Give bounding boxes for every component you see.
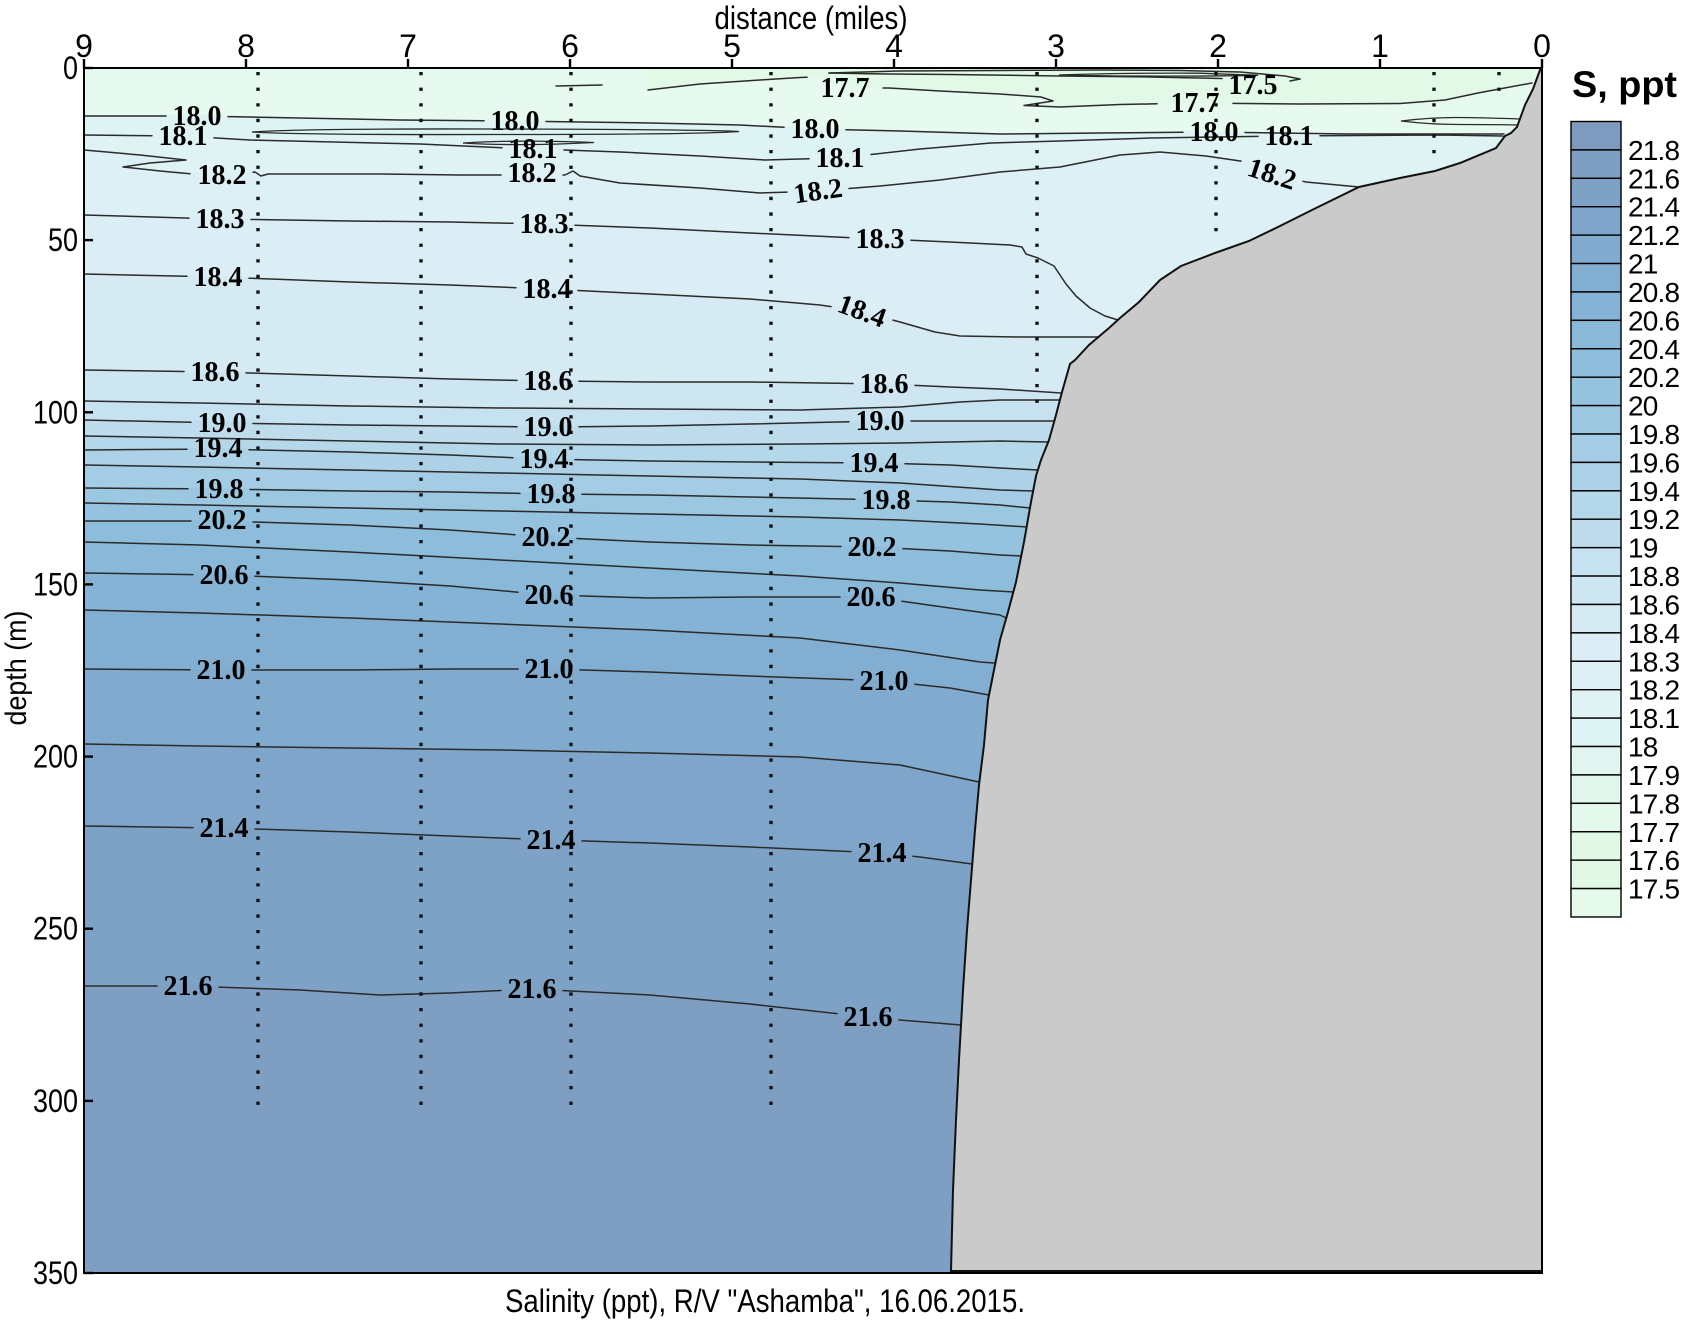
svg-text:18.1: 18.1 <box>1628 703 1680 734</box>
svg-text:20.4: 20.4 <box>1628 334 1680 365</box>
svg-text:9: 9 <box>75 28 93 64</box>
svg-text:200: 200 <box>33 739 78 775</box>
svg-text:0: 0 <box>63 50 78 86</box>
svg-text:20.2: 20.2 <box>848 532 897 563</box>
svg-text:18.4: 18.4 <box>1628 618 1680 649</box>
svg-text:S, ppt: S, ppt <box>1572 64 1677 105</box>
svg-text:2: 2 <box>1209 28 1227 64</box>
svg-text:18.1: 18.1 <box>159 121 208 152</box>
svg-text:21.4: 21.4 <box>527 825 576 856</box>
svg-text:21.0: 21.0 <box>860 666 909 697</box>
svg-text:19.0: 19.0 <box>198 408 247 439</box>
svg-text:18: 18 <box>1628 732 1658 763</box>
svg-text:18.0: 18.0 <box>791 114 840 145</box>
svg-text:21.0: 21.0 <box>525 654 574 685</box>
svg-text:20: 20 <box>1628 391 1658 422</box>
svg-text:19.0: 19.0 <box>524 412 573 443</box>
svg-text:17.6: 17.6 <box>1628 845 1680 876</box>
svg-text:21.2: 21.2 <box>1628 220 1680 251</box>
svg-text:350: 350 <box>33 1255 78 1291</box>
svg-text:19.8: 19.8 <box>527 479 576 510</box>
svg-text:4: 4 <box>885 28 903 64</box>
svg-text:18.0: 18.0 <box>491 106 540 137</box>
svg-text:18.0: 18.0 <box>1190 117 1239 148</box>
svg-text:20.6: 20.6 <box>525 580 574 611</box>
svg-text:8: 8 <box>237 28 255 64</box>
svg-text:18.1: 18.1 <box>1265 121 1314 152</box>
svg-text:18.2: 18.2 <box>508 158 557 189</box>
svg-text:18.4: 18.4 <box>523 274 572 305</box>
svg-text:17.7: 17.7 <box>1171 88 1220 119</box>
svg-text:19.4: 19.4 <box>194 433 243 464</box>
svg-text:18.1: 18.1 <box>509 134 558 165</box>
svg-text:Salinity (ppt), R/V "Ashamba",: Salinity (ppt), R/V "Ashamba", 16.06.201… <box>505 1283 1025 1319</box>
svg-text:20.2: 20.2 <box>1628 362 1680 393</box>
svg-text:21.6: 21.6 <box>508 974 557 1005</box>
svg-text:distance (miles): distance (miles) <box>715 0 908 36</box>
svg-text:19.6: 19.6 <box>1628 447 1680 478</box>
svg-text:6: 6 <box>561 28 579 64</box>
svg-text:18.3: 18.3 <box>520 209 569 240</box>
svg-text:20.8: 20.8 <box>1628 277 1680 308</box>
svg-text:19.2: 19.2 <box>1628 504 1680 535</box>
svg-text:7: 7 <box>399 28 417 64</box>
svg-text:depth (m): depth (m) <box>0 611 33 726</box>
svg-text:19.8: 19.8 <box>862 485 911 516</box>
svg-text:18.2: 18.2 <box>792 173 845 211</box>
svg-text:18.6: 18.6 <box>191 357 240 388</box>
svg-text:19: 19 <box>1628 533 1658 564</box>
svg-text:0: 0 <box>1533 28 1551 64</box>
svg-text:19.8: 19.8 <box>195 474 244 505</box>
svg-text:17.8: 17.8 <box>1628 788 1680 819</box>
svg-text:5: 5 <box>723 28 741 64</box>
svg-text:21.6: 21.6 <box>1628 163 1680 194</box>
svg-text:20.6: 20.6 <box>847 582 896 613</box>
svg-text:21.4: 21.4 <box>1628 192 1680 223</box>
svg-text:1: 1 <box>1371 28 1389 64</box>
svg-text:21.4: 21.4 <box>858 838 907 869</box>
svg-text:50: 50 <box>48 222 78 258</box>
svg-text:18.0: 18.0 <box>173 101 222 132</box>
svg-text:19.8: 19.8 <box>1628 419 1680 450</box>
svg-text:18.6: 18.6 <box>1628 590 1680 621</box>
svg-text:18.4: 18.4 <box>194 262 243 293</box>
svg-text:20.2: 20.2 <box>522 522 571 553</box>
svg-text:20.6: 20.6 <box>200 560 249 591</box>
svg-text:21.4: 21.4 <box>200 813 249 844</box>
svg-text:18.2: 18.2 <box>1628 675 1680 706</box>
svg-text:18.3: 18.3 <box>856 224 905 255</box>
svg-text:18.8: 18.8 <box>1628 561 1680 592</box>
svg-text:18.3: 18.3 <box>196 204 245 235</box>
svg-text:20.2: 20.2 <box>198 505 247 536</box>
svg-text:17.9: 17.9 <box>1628 760 1680 791</box>
svg-text:19.4: 19.4 <box>520 444 569 475</box>
svg-text:100: 100 <box>33 394 78 430</box>
svg-text:19.4: 19.4 <box>850 448 899 479</box>
svg-text:21.6: 21.6 <box>164 971 213 1002</box>
svg-text:21.6: 21.6 <box>844 1002 893 1033</box>
svg-text:19.0: 19.0 <box>856 406 905 437</box>
svg-text:18.2: 18.2 <box>198 160 247 191</box>
svg-text:150: 150 <box>33 566 78 602</box>
svg-text:21.0: 21.0 <box>197 655 246 686</box>
svg-text:250: 250 <box>33 911 78 947</box>
svg-text:18.6: 18.6 <box>860 369 909 400</box>
svg-text:18.1: 18.1 <box>816 143 865 174</box>
svg-text:21.8: 21.8 <box>1628 135 1680 166</box>
svg-text:17.5: 17.5 <box>1229 70 1278 101</box>
svg-text:17.5: 17.5 <box>1628 874 1680 905</box>
svg-text:18.3: 18.3 <box>1628 646 1680 677</box>
svg-text:300: 300 <box>33 1083 78 1119</box>
svg-text:18.6: 18.6 <box>524 366 573 397</box>
svg-text:17.7: 17.7 <box>821 73 870 104</box>
svg-text:21: 21 <box>1628 249 1658 280</box>
svg-text:3: 3 <box>1047 28 1065 64</box>
svg-text:17.7: 17.7 <box>1628 817 1680 848</box>
svg-text:20.6: 20.6 <box>1628 305 1680 336</box>
svg-text:19.4: 19.4 <box>1628 476 1680 507</box>
